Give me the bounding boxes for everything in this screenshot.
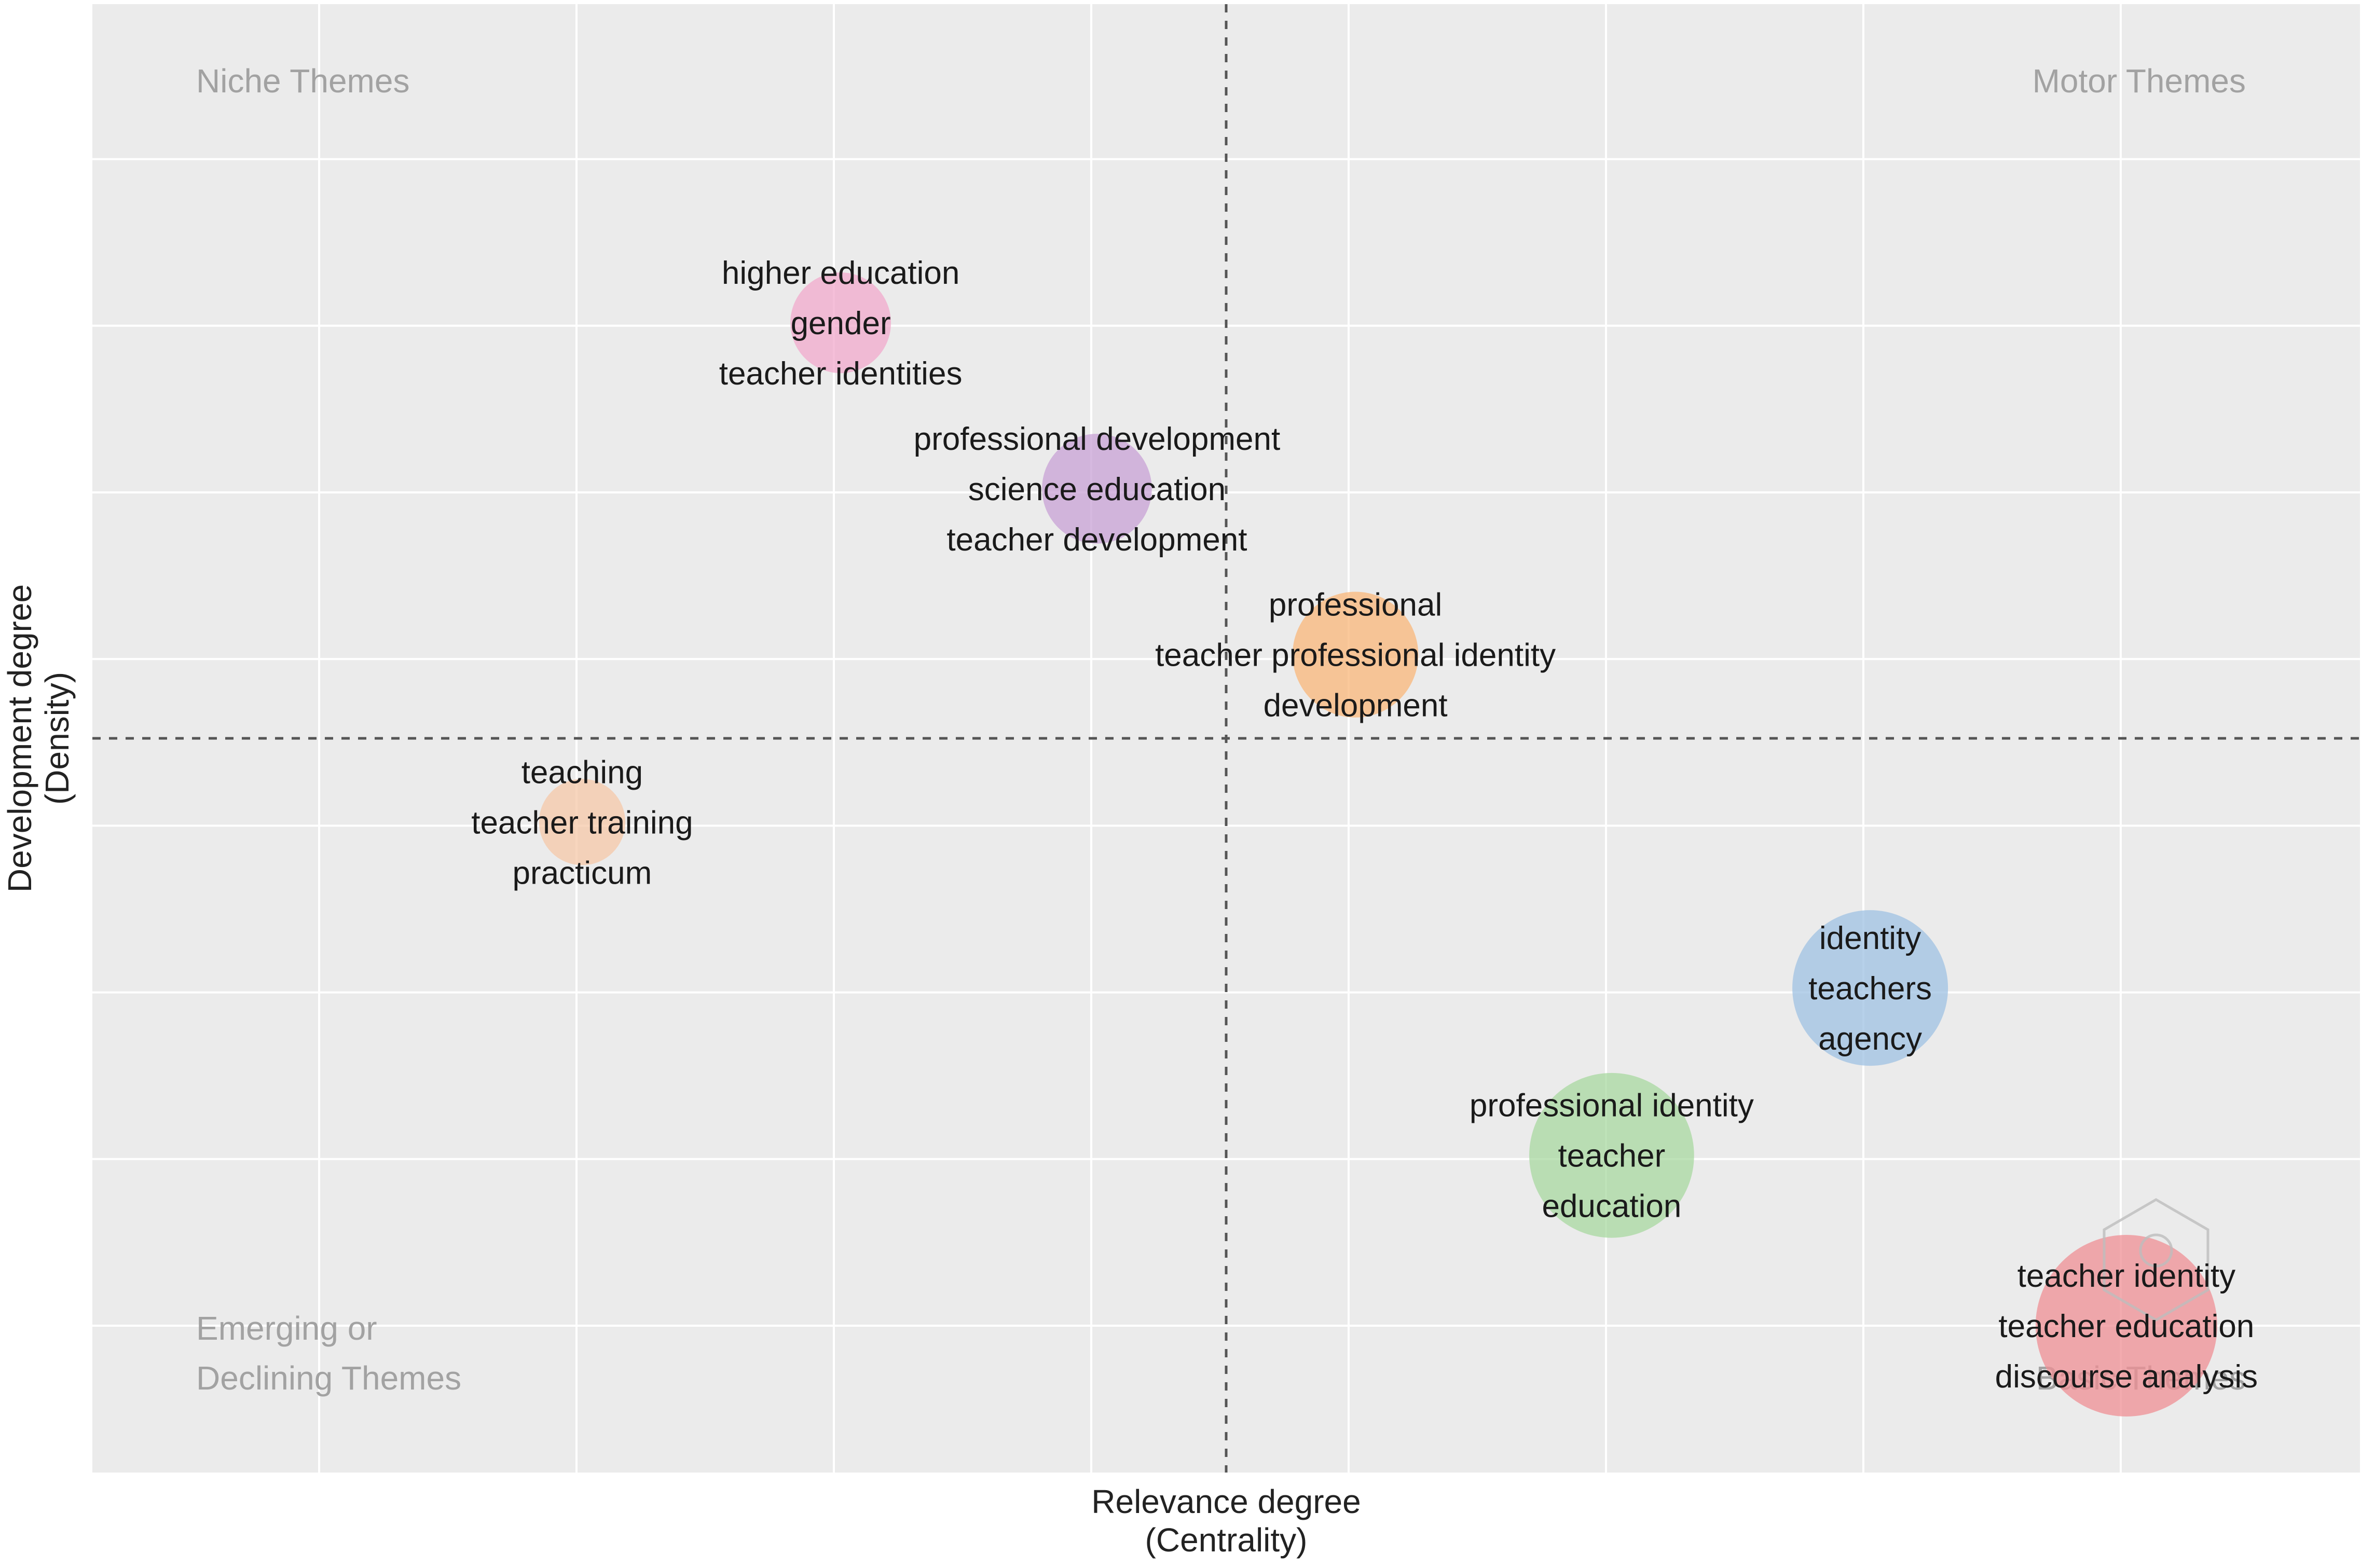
- cluster-bubble-2: [1042, 434, 1152, 544]
- cluster-label-7: teacher identity: [2017, 1258, 2235, 1294]
- cluster-label-5: agency: [1818, 1021, 1922, 1057]
- cluster-label-6: education: [1542, 1189, 1681, 1225]
- cluster-bubble-7: [2035, 1235, 2217, 1416]
- quadrant-label-top-right: Motor Themes: [2033, 62, 2246, 100]
- axis-titles: Relevance degree(Centrality) Development …: [1, 584, 1361, 1559]
- cluster-label-4: teaching: [521, 754, 643, 790]
- cluster-bubble-3: [1292, 592, 1419, 718]
- cluster-labels: higher education gender teacher identities…: [471, 255, 2258, 1395]
- x-axis-title: Relevance degree: [1091, 1483, 1361, 1520]
- cluster-bubble-6: [1529, 1072, 1694, 1238]
- y-axis-title: (Density): [38, 672, 76, 805]
- cluster-label-2: professional development: [914, 421, 1281, 457]
- watermark-hexagon-icon: [2103, 1198, 2209, 1322]
- cluster-label-7: teacher education: [1998, 1309, 2254, 1344]
- cluster-label-4: practicum: [513, 855, 652, 891]
- cluster-bubble-1: [790, 272, 891, 374]
- cluster-bubble-4: [539, 779, 626, 865]
- cluster-label-7: discourse analysis: [1995, 1359, 2258, 1395]
- cluster-label-1: teacher identities: [719, 356, 963, 392]
- quadrant-label-bottom-left: Declining Themes: [196, 1359, 461, 1397]
- y-axis-title: Development degree: [1, 584, 38, 892]
- cluster-label-2: science education: [968, 472, 1226, 507]
- cluster-label-5: teachers: [1808, 971, 1932, 1007]
- cluster-label-4: teacher training: [471, 805, 693, 841]
- quadrant-label-bottom-left: Emerging or: [196, 1310, 377, 1347]
- quadrant-label-top-left: Niche Themes: [196, 62, 409, 100]
- cluster-label-6: teacher: [1558, 1138, 1665, 1174]
- quadrant-labels: Niche Themes Motor Themes Emerging or Decli…: [196, 62, 2246, 1397]
- cluster-label-5: identity: [1819, 920, 1921, 956]
- cluster-label-6: professional identity: [1470, 1088, 1754, 1124]
- cluster-label-3: teacher professional identity: [1155, 638, 1556, 673]
- threshold-lines: [92, 4, 2360, 1473]
- cluster-label-1: gender: [791, 306, 891, 341]
- cluster-label-2: teacher development: [946, 522, 1247, 558]
- cluster-label-3: professional: [1269, 587, 1442, 623]
- cluster-label-1: higher education: [722, 255, 959, 291]
- x-axis-title: (Centrality): [1145, 1521, 1308, 1559]
- cluster-label-3: development: [1264, 688, 1448, 724]
- cluster-bubble-5: [1792, 910, 1948, 1066]
- cluster-bubbles: [539, 272, 2217, 1416]
